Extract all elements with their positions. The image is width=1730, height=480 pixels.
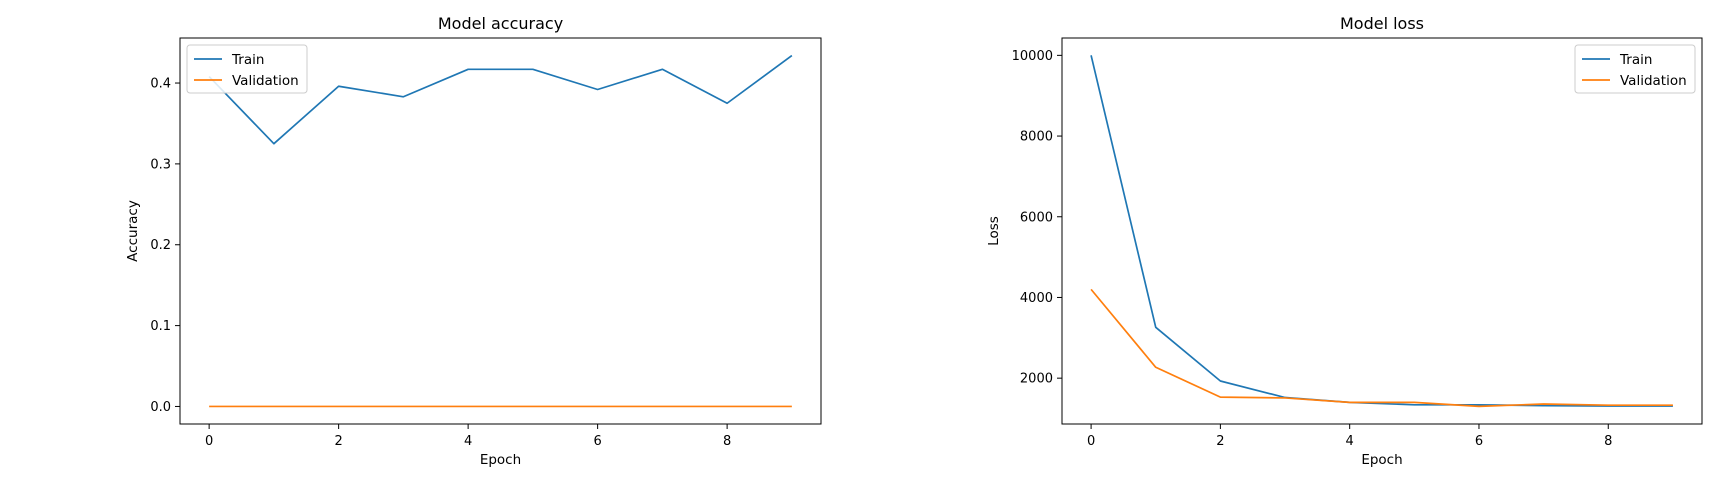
accuracy-legend-label-validation: Validation <box>232 73 299 89</box>
loss-x-tick-label: 0 <box>1087 434 1095 449</box>
loss-x-tick-label: 8 <box>1604 434 1612 449</box>
accuracy-x-tick-label: 4 <box>464 434 472 449</box>
loss-x-tick-label: 6 <box>1475 434 1483 449</box>
loss-x-tick-label: 2 <box>1216 434 1224 449</box>
accuracy-y-tick-label: 0.0 <box>150 400 171 415</box>
accuracy-x-tick-label: 2 <box>334 434 342 449</box>
loss-y-tick-label: 10000 <box>1012 49 1053 64</box>
loss-series-validation-line <box>1090 288 1673 408</box>
loss-x-axis-label: Epoch <box>1361 452 1402 468</box>
accuracy-y-tick-label: 0.3 <box>150 157 171 172</box>
accuracy-chart-title: Model accuracy <box>438 14 563 33</box>
accuracy-x-tick-label: 6 <box>593 434 601 449</box>
loss-legend-box <box>1574 44 1696 94</box>
accuracy-chart: Model accuracy 0 2 4 6 8 0.0 0.1 0.2 0.3 0.4 Epoch A… <box>125 14 822 468</box>
accuracy-y-axis-label: Accuracy <box>125 200 141 262</box>
accuracy-y-tick-label: 0.2 <box>150 238 171 253</box>
loss-legend-label-train: Train <box>1619 52 1652 68</box>
loss-y-tick-label: 6000 <box>1020 210 1053 225</box>
loss-y-tick-label: 2000 <box>1020 372 1053 387</box>
accuracy-legend-box <box>186 44 308 94</box>
accuracy-axes-frame <box>179 37 822 425</box>
accuracy-y-tick-label: 0.4 <box>150 77 171 92</box>
loss-axes-frame <box>1061 37 1703 425</box>
accuracy-legend-label-train: Train <box>231 52 264 68</box>
loss-x-tick-label: 4 <box>1346 434 1354 449</box>
loss-y-tick-label: 4000 <box>1020 291 1053 306</box>
accuracy-legend: Train Validation <box>186 44 308 94</box>
loss-legend-label-validation: Validation <box>1620 73 1687 89</box>
loss-legend: Train Validation <box>1574 44 1696 94</box>
accuracy-y-tick-label: 0.1 <box>150 319 171 334</box>
accuracy-x-tick-label: 8 <box>723 434 731 449</box>
loss-y-axis-label: Loss <box>986 216 1002 246</box>
loss-chart: Model loss 0 2 4 6 8 2000 4000 6000 8000 10000 Epoc… <box>986 14 1703 468</box>
loss-series-train-line <box>1090 55 1673 407</box>
accuracy-series-train-line <box>208 54 793 145</box>
loss-y-tick-label: 8000 <box>1020 130 1053 145</box>
accuracy-x-axis-label: Epoch <box>480 452 521 468</box>
loss-chart-title: Model loss <box>1340 14 1424 33</box>
accuracy-x-tick-label: 0 <box>205 434 213 449</box>
